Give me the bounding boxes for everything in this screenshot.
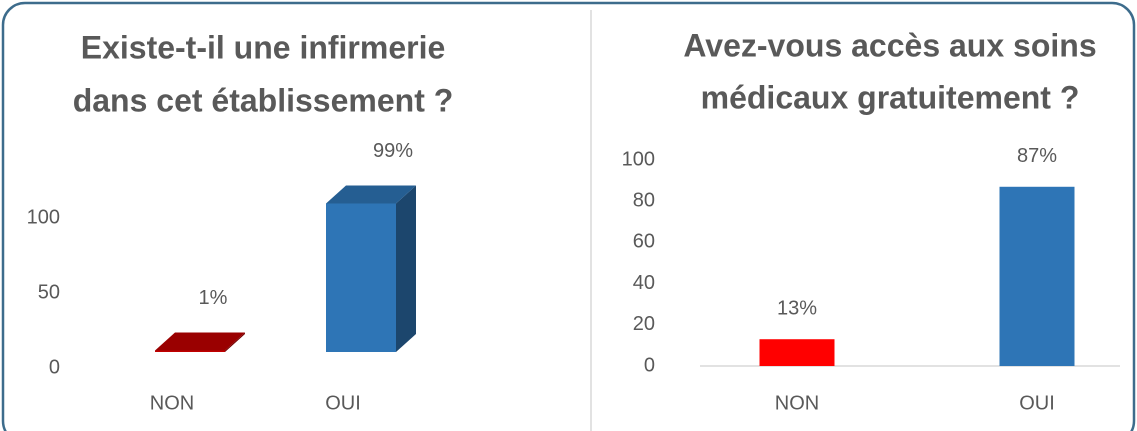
y-tick-label: 50 [38, 281, 60, 303]
chart-title: médicaux gratuitement ? [701, 79, 1080, 115]
x-tick-label: NON [775, 392, 819, 414]
value-label: 13% [777, 298, 817, 320]
bar-side [396, 185, 416, 352]
y-tick-label: 100 [27, 206, 60, 228]
chart-title: Avez-vous accès aux soins [683, 27, 1096, 63]
x-tick-label: OUI [1019, 392, 1055, 414]
y-tick-label: 100 [622, 148, 655, 170]
bar [999, 186, 1075, 366]
bar-side [225, 332, 245, 352]
y-tick-label: 20 [633, 313, 655, 335]
y-tick-label: 0 [49, 356, 60, 378]
bar [326, 203, 396, 352]
bar-top [155, 332, 245, 351]
bar [759, 339, 835, 366]
value-label: 87% [1017, 145, 1057, 167]
bar [155, 350, 225, 352]
chart-title: dans cet établissement ? [73, 82, 454, 118]
value-label: 99% [373, 140, 413, 162]
y-tick-label: 40 [633, 272, 655, 294]
x-tick-label: OUI [325, 392, 361, 414]
chart-title: Existe-t-il une infirmerie [81, 29, 446, 65]
x-tick-label: NON [150, 392, 194, 414]
y-tick-label: 60 [633, 231, 655, 253]
value-label: 1% [199, 287, 228, 309]
y-tick-label: 80 [633, 189, 655, 211]
y-tick-label: 0 [644, 354, 655, 376]
bar-top [326, 185, 416, 204]
